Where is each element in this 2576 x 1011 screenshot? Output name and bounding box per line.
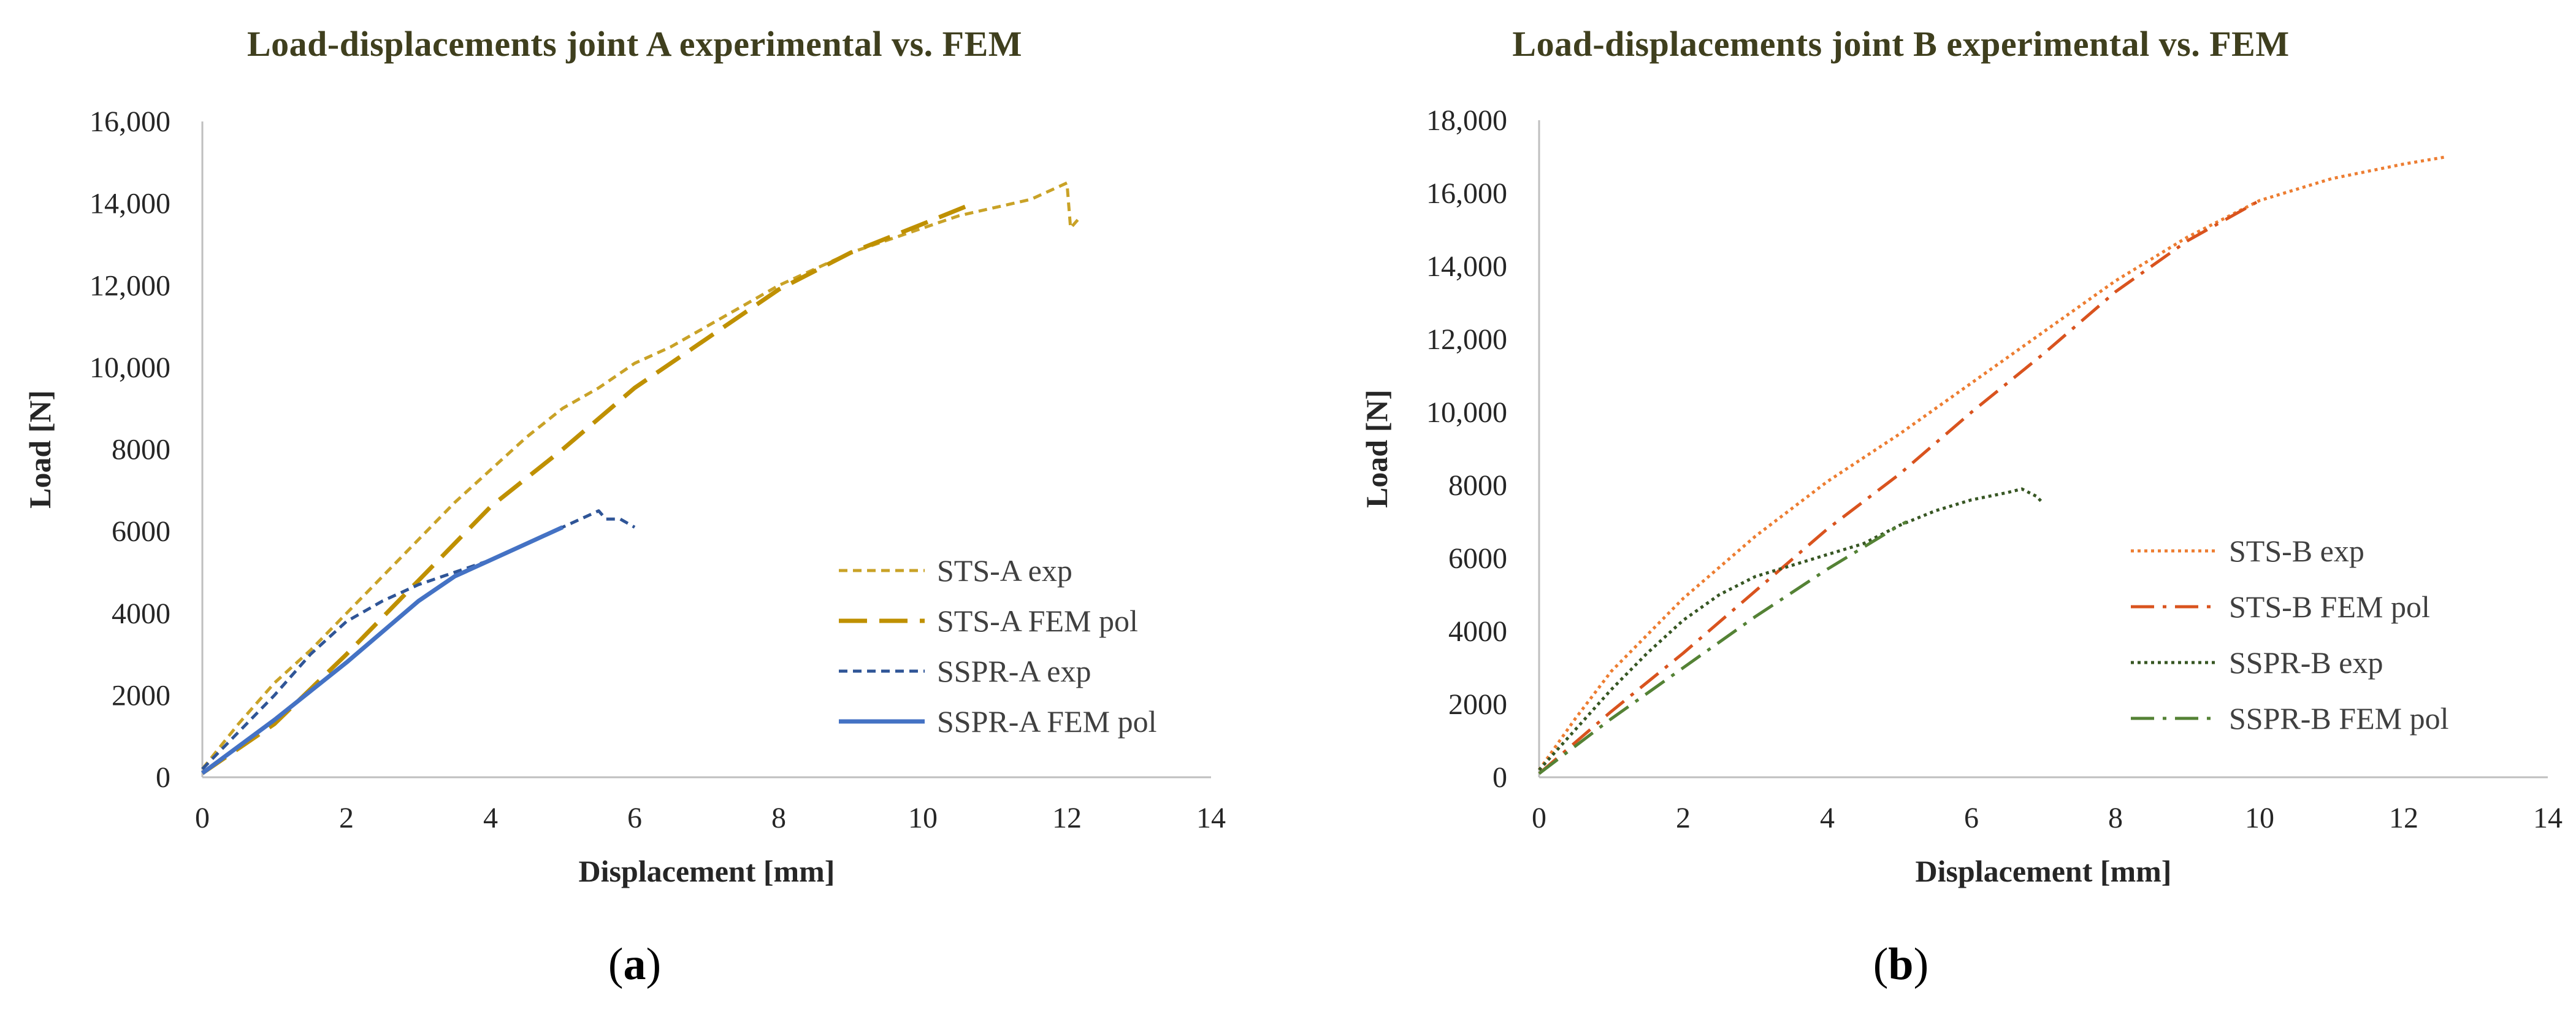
y-axis-title-b: Load [N] bbox=[1359, 390, 1394, 508]
legend-label-b-4: SSPR-B FEM pol bbox=[2229, 701, 2448, 736]
chart-title-b: Load-displacements joint B experimental … bbox=[1512, 24, 2290, 64]
y-tick-label-b: 18,000 bbox=[1426, 104, 1507, 137]
y-tick-label-a: 2000 bbox=[112, 679, 170, 712]
chart-plot-b: 0 2000 4000 6000 8000 10,000 12,000 14,000 16,00… bbox=[1359, 104, 2563, 888]
panel-caption-b: (b) bbox=[1873, 939, 1929, 990]
x-tick-label-b: 6 bbox=[1964, 802, 1979, 834]
caption-label-b: b bbox=[1888, 939, 1914, 990]
series-line-a-3 bbox=[201, 509, 636, 771]
legend-label-a-4: SSPR-A FEM pol bbox=[937, 704, 1156, 739]
x-tick-label-a: 10 bbox=[908, 802, 938, 834]
y-tick-label-b: 14,000 bbox=[1426, 250, 1507, 283]
x-axis-title-b: Displacement [mm] bbox=[1916, 854, 2172, 888]
series-line-b-2 bbox=[1538, 199, 2261, 775]
series-line-b-4 bbox=[1538, 520, 1908, 775]
chart-panel-a: Load-displacements joint A experimental … bbox=[23, 24, 1226, 990]
x-axis-title-a: Displacement [mm] bbox=[579, 854, 835, 888]
x-tick-label-a: 2 bbox=[339, 802, 354, 834]
series-line-b-1 bbox=[1537, 155, 2447, 771]
caption-label-a: a bbox=[623, 939, 646, 990]
legend-label-b-2: STS-B FEM pol bbox=[2229, 590, 2430, 624]
x-tick-label-b: 4 bbox=[1820, 802, 1835, 834]
series-line-a-2 bbox=[201, 201, 974, 775]
y-tick-label-a: 10,000 bbox=[90, 352, 170, 384]
y-tick-label-a: 0 bbox=[156, 761, 170, 794]
legend-label-a-1: STS-A exp bbox=[937, 553, 1072, 588]
y-tick-label-b: 10,000 bbox=[1426, 396, 1507, 429]
chart-title-a: Load-displacements joint A experimental … bbox=[247, 24, 1022, 64]
y-tick-label-b: 4000 bbox=[1448, 615, 1507, 648]
panel-caption-a: (a) bbox=[608, 939, 662, 990]
y-tick-label-b: 6000 bbox=[1448, 542, 1507, 575]
y-tick-label-b: 16,000 bbox=[1426, 177, 1507, 210]
series-line-a-1 bbox=[201, 181, 1079, 771]
x-tick-label-b: 8 bbox=[2108, 802, 2123, 834]
x-tick-label-a: 14 bbox=[1196, 802, 1226, 834]
y-tick-label-a: 6000 bbox=[112, 515, 170, 548]
y-tick-label-a: 12,000 bbox=[90, 269, 170, 302]
series-line-a-4 bbox=[201, 525, 564, 775]
y-tick-label-a: 4000 bbox=[112, 598, 170, 630]
legend-label-b-1: STS-B exp bbox=[2229, 534, 2364, 568]
series-line-b-3 bbox=[1538, 487, 2045, 771]
legend-label-a-3: SSPR-A exp bbox=[937, 654, 1091, 688]
x-tick-label-a: 12 bbox=[1052, 802, 1082, 834]
x-tick-label-a: 0 bbox=[195, 802, 210, 834]
y-tick-label-b: 0 bbox=[1492, 761, 1507, 794]
x-tick-label-a: 4 bbox=[483, 802, 498, 834]
x-tick-label-b: 14 bbox=[2533, 802, 2563, 834]
legend-label-a-2: STS-A FEM pol bbox=[937, 604, 1138, 638]
legend-label-b-3: SSPR-B exp bbox=[2229, 645, 2383, 680]
y-tick-label-b: 8000 bbox=[1448, 469, 1507, 502]
x-tick-label-a: 8 bbox=[771, 802, 786, 834]
y-tick-label-a: 14,000 bbox=[90, 188, 170, 220]
y-tick-label-b: 2000 bbox=[1448, 688, 1507, 721]
x-tick-label-b: 2 bbox=[1676, 802, 1691, 834]
y-tick-label-a: 8000 bbox=[112, 434, 170, 466]
y-axis-title-a: Load [N] bbox=[23, 390, 57, 509]
x-tick-label-b: 10 bbox=[2245, 802, 2274, 834]
x-tick-label-b: 0 bbox=[1532, 802, 1546, 834]
x-tick-label-b: 12 bbox=[2389, 802, 2418, 834]
chart-panel-b: Load-displacements joint B experimental … bbox=[1288, 0, 2576, 1011]
y-tick-label-b: 12,000 bbox=[1426, 323, 1507, 356]
y-tick-label-a: 16,000 bbox=[90, 106, 170, 138]
chart-plot-a: 0 2000 4000 6000 8000 10,000 12,000 14,000 16,00… bbox=[23, 106, 1226, 888]
x-tick-label-a: 6 bbox=[627, 802, 642, 834]
